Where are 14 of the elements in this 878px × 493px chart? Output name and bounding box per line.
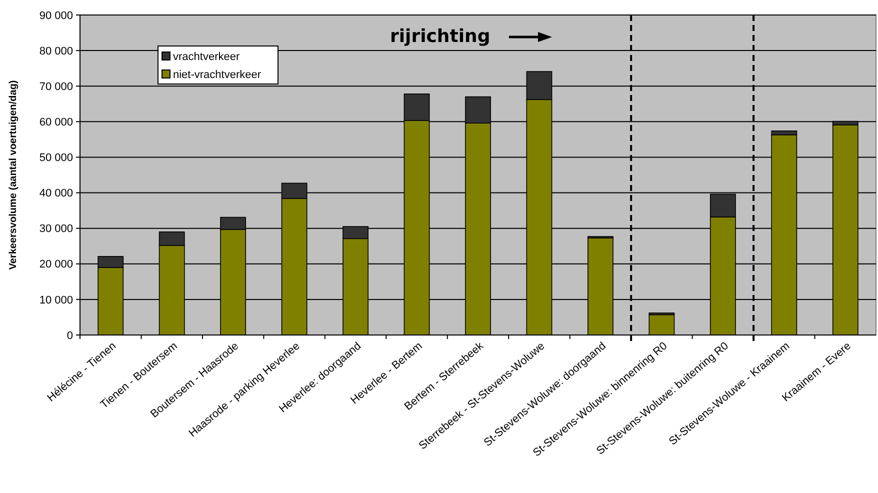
y-tick-label: 40 000 bbox=[39, 188, 73, 200]
y-tick-label: 70 000 bbox=[39, 80, 73, 93]
legend-label: niet-vrachtverkeer bbox=[173, 69, 262, 81]
y-tick-label: 90 000 bbox=[39, 10, 73, 22]
legend-label: vrachtverkeer bbox=[173, 51, 240, 63]
y-tick-label: 50 000 bbox=[39, 152, 73, 164]
y-tick-label: 80 000 bbox=[39, 45, 73, 58]
y-tick-label: 20 000 bbox=[39, 258, 73, 271]
y-tick-label: 0 bbox=[66, 330, 73, 342]
y-tick-label: 60 000 bbox=[39, 116, 73, 129]
y-tick-label: 30 000 bbox=[39, 223, 73, 236]
y-axis-title: Verkeersvolume (aantal voertuigen/dag) bbox=[8, 80, 19, 270]
annotation: rijrichting bbox=[390, 26, 490, 47]
y-tick-label: 10 000 bbox=[39, 294, 73, 306]
